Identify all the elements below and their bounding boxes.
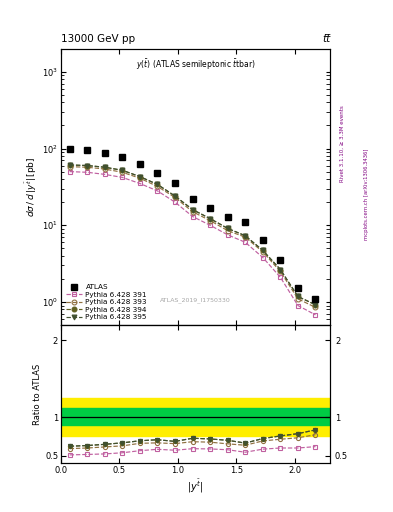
Pythia 6.428 394 [85,162,90,168]
Pythia 6.428 395 [67,162,72,168]
Y-axis label: $d\sigma\,/\,d\,|y^{\bar{t}}|\,[\mathrm{pb}]$: $d\sigma\,/\,d\,|y^{\bar{t}}|\,[\mathrm{… [24,157,39,217]
Line: Pythia 6.428 395: Pythia 6.428 395 [67,162,318,307]
Pythia 6.428 394 [278,266,283,272]
Pythia 6.428 394 [225,225,230,231]
Legend: ATLAS, Pythia 6.428 391, Pythia 6.428 393, Pythia 6.428 394, Pythia 6.428 395: ATLAS, Pythia 6.428 391, Pythia 6.428 39… [64,282,149,322]
Pythia 6.428 394 [103,164,107,170]
Pythia 6.428 393 [173,195,177,201]
ATLAS [155,170,160,176]
Pythia 6.428 395 [313,302,318,308]
ATLAS [103,150,107,156]
Pythia 6.428 391 [138,180,142,186]
Text: 13000 GeV pp: 13000 GeV pp [61,33,135,44]
Pythia 6.428 393 [208,218,213,224]
Pythia 6.428 395 [138,174,142,180]
Pythia 6.428 395 [173,193,177,199]
Pythia 6.428 391 [155,188,160,194]
Pythia 6.428 394 [190,206,195,212]
Bar [196,410,254,423]
ATLAS [173,180,177,186]
Pythia 6.428 393 [103,166,107,172]
Pythia 6.428 395 [225,225,230,231]
Bar [196,403,254,431]
ATLAS [67,146,72,152]
Pythia 6.428 395 [278,266,283,272]
Pythia 6.428 395 [243,232,248,239]
Pythia 6.428 394 [208,216,213,222]
ATLAS [208,204,213,210]
Pythia 6.428 394 [261,247,265,253]
Pythia 6.428 394 [138,174,142,180]
Pythia 6.428 391 [225,232,230,238]
ATLAS [278,257,283,263]
Line: Pythia 6.428 394: Pythia 6.428 394 [67,162,318,307]
Pythia 6.428 393 [138,175,142,181]
Pythia 6.428 391 [173,199,177,205]
ATLAS [313,296,318,302]
Pythia 6.428 393 [120,169,125,175]
Pythia 6.428 395 [261,247,265,253]
ATLAS [243,219,248,225]
Line: Pythia 6.428 391: Pythia 6.428 391 [67,169,318,317]
Pythia 6.428 393 [190,209,195,215]
ATLAS [120,154,125,160]
Line: ATLAS: ATLAS [66,146,319,302]
ATLAS [138,161,142,167]
Pythia 6.428 391 [67,168,72,175]
ATLAS [85,147,90,153]
Pythia 6.428 393 [67,164,72,170]
Pythia 6.428 391 [120,175,125,181]
Pythia 6.428 391 [243,239,248,245]
Pythia 6.428 395 [208,216,213,222]
Bar [61,398,330,436]
Text: $y(\bar{t})$ (ATLAS semileptonic $\bar{t}$tbar): $y(\bar{t})$ (ATLAS semileptonic $\bar{t… [136,57,255,72]
Pythia 6.428 393 [313,304,318,310]
Pythia 6.428 395 [296,293,300,300]
Pythia 6.428 394 [296,293,300,300]
Pythia 6.428 394 [155,181,160,187]
Text: mcplots.cern.ch [arXiv:1306.3436]: mcplots.cern.ch [arXiv:1306.3436] [364,149,369,240]
Y-axis label: Ratio to ATLAS: Ratio to ATLAS [33,364,42,425]
Pythia 6.428 395 [103,164,107,170]
Pythia 6.428 394 [173,193,177,199]
Pythia 6.428 391 [313,312,318,318]
Pythia 6.428 395 [190,206,195,212]
Pythia 6.428 393 [261,249,265,255]
ATLAS [225,214,230,220]
Pythia 6.428 394 [243,232,248,239]
Pythia 6.428 395 [85,162,90,168]
Bar [61,408,330,425]
Pythia 6.428 394 [120,167,125,174]
Text: Rivet 3.1.10, ≥ 3.3M events: Rivet 3.1.10, ≥ 3.3M events [340,105,345,182]
X-axis label: $|y^{\bar{t}}|$: $|y^{\bar{t}}|$ [187,478,204,495]
Pythia 6.428 393 [278,268,283,274]
Text: tt̅: tt̅ [322,33,330,44]
Pythia 6.428 394 [67,162,72,168]
ATLAS [296,285,300,291]
Pythia 6.428 391 [278,274,283,281]
Pythia 6.428 391 [85,169,90,175]
Pythia 6.428 395 [120,167,125,174]
Pythia 6.428 391 [103,172,107,178]
Pythia 6.428 393 [225,228,230,234]
Pythia 6.428 391 [261,254,265,261]
Pythia 6.428 393 [243,234,248,240]
Pythia 6.428 391 [296,303,300,309]
Pythia 6.428 391 [190,214,195,220]
Pythia 6.428 393 [296,296,300,302]
Text: ATLAS_2019_I1750330: ATLAS_2019_I1750330 [160,297,231,303]
Pythia 6.428 393 [85,164,90,170]
ATLAS [190,196,195,202]
Pythia 6.428 391 [208,222,213,228]
Pythia 6.428 394 [313,302,318,308]
ATLAS [261,237,265,243]
Pythia 6.428 393 [155,183,160,189]
Pythia 6.428 395 [155,181,160,187]
Line: Pythia 6.428 393: Pythia 6.428 393 [67,164,318,310]
